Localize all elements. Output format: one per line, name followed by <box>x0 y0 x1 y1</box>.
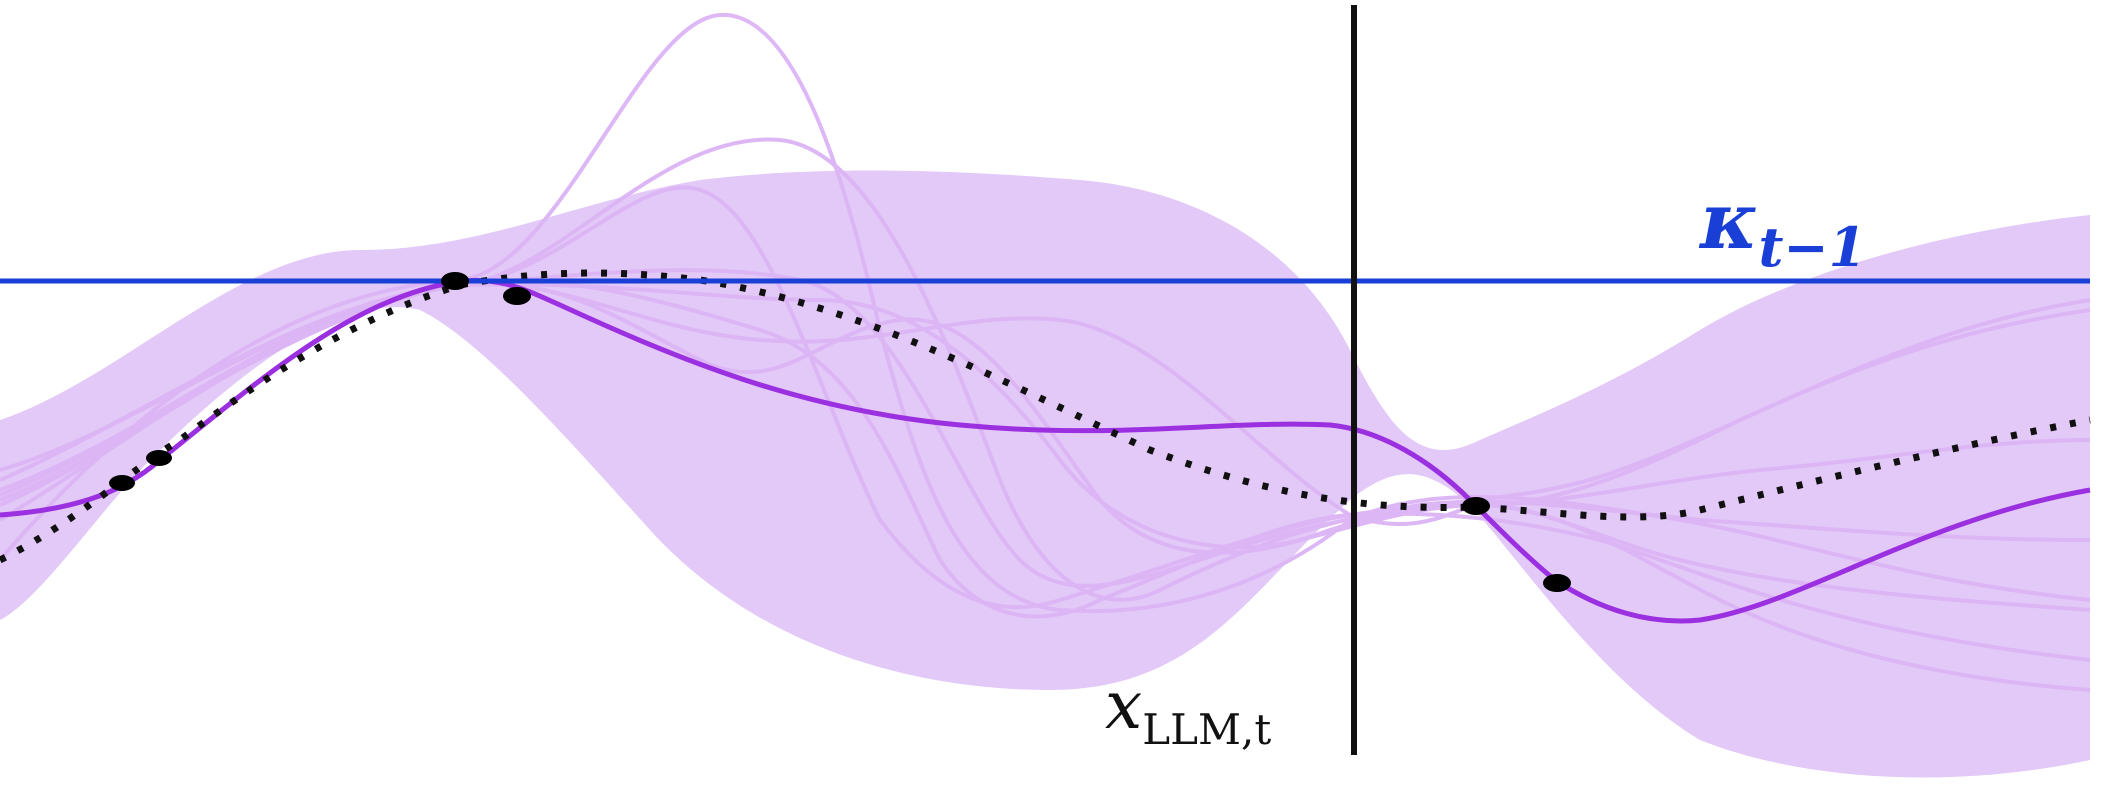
observed-point <box>146 450 172 466</box>
marker-subscript: LLM,t <box>1142 705 1271 754</box>
threshold-symbol: κ <box>1698 176 1758 267</box>
marker-label: xLLM,t <box>1105 667 1271 754</box>
observed-point <box>109 475 135 491</box>
marker-symbol: x <box>1105 667 1142 744</box>
observed-point <box>441 272 469 290</box>
prior-mean-curve <box>0 269 2091 564</box>
sample-paths <box>0 12 2091 692</box>
observed-point <box>503 287 531 305</box>
confidence-band <box>0 170 2090 778</box>
threshold-subscript: t−1 <box>1758 215 1866 279</box>
observed-points <box>109 272 1571 592</box>
posterior-mean-curve <box>0 277 2091 624</box>
observed-point <box>1462 497 1490 515</box>
threshold-label: κt−1 <box>1698 176 1866 279</box>
observed-point <box>1543 574 1571 592</box>
